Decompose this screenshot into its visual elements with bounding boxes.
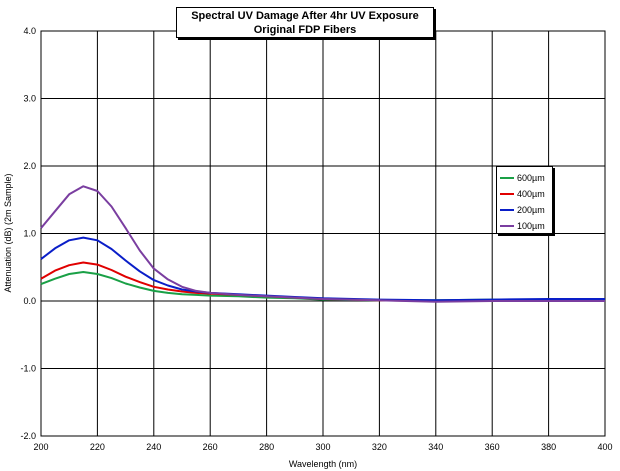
- x-tick-labels: 200 220 240 260 280 300 320 340 360 380 400: [33, 442, 612, 452]
- x-tick-label: 400: [597, 442, 612, 452]
- y-tick-label: 1.0: [23, 229, 36, 239]
- series-layer: [40, 185, 605, 303]
- x-tick-label: 280: [259, 442, 274, 452]
- x-tick-label: 220: [90, 442, 105, 452]
- legend-item: 600µm: [500, 170, 552, 186]
- chart-subtitle: Original FDP Fibers: [253, 24, 357, 36]
- x-tick-label: 340: [428, 442, 443, 452]
- grid: [41, 31, 605, 436]
- y-axis-title: Attenuation (dB) (2m Sample): [3, 173, 13, 292]
- y-tick-label: 0.0: [23, 296, 36, 306]
- legend-swatch: [500, 193, 514, 195]
- chart-title: Spectral UV Damage After 4hr UV Exposure: [191, 10, 419, 22]
- legend-label: 600µm: [517, 173, 545, 183]
- legend-item: 400µm: [500, 186, 552, 202]
- y-tick-label: -2.0: [20, 431, 36, 441]
- series-line-200m: [40, 236, 605, 302]
- legend-item: 100µm: [500, 218, 552, 234]
- x-tick-label: 380: [541, 442, 556, 452]
- legend-swatch: [500, 177, 514, 179]
- legend: 600µm 400µm 200µm 100µm: [496, 166, 553, 234]
- legend-swatch: [500, 209, 514, 211]
- legend-swatch: [500, 225, 514, 227]
- series-line-100m: [40, 185, 605, 303]
- legend-item: 200µm: [500, 202, 552, 218]
- chart-title-box: Spectral UV Damage After 4hr UV Exposure…: [176, 7, 434, 38]
- x-tick-label: 260: [203, 442, 218, 452]
- y-tick-label: -1.0: [20, 364, 36, 374]
- x-tick-label: 360: [485, 442, 500, 452]
- x-tick-label: 320: [372, 442, 387, 452]
- x-tick-label: 300: [315, 442, 330, 452]
- y-tick-labels: -2.0 -1.0 0.0 1.0 2.0 3.0 4.0: [20, 26, 36, 441]
- x-tick-label: 200: [33, 442, 48, 452]
- y-tick-label: 4.0: [23, 26, 36, 36]
- legend-label: 100µm: [517, 221, 545, 231]
- y-tick-label: 2.0: [23, 161, 36, 171]
- x-axis-title: Wavelength (nm): [289, 459, 357, 469]
- legend-label: 200µm: [517, 205, 545, 215]
- legend-label: 400µm: [517, 189, 545, 199]
- y-tick-label: 3.0: [23, 94, 36, 104]
- x-tick-label: 240: [146, 442, 161, 452]
